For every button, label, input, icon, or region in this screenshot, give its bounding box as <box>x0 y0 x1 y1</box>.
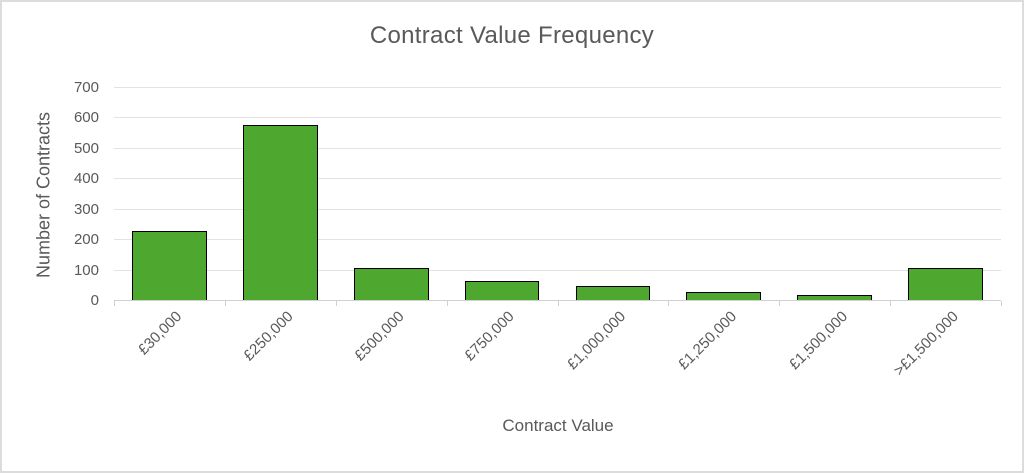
gridline <box>114 147 1001 149</box>
x-tick-label: £750,000 <box>461 308 519 365</box>
x-tick-label: £250,000 <box>240 308 297 365</box>
bar-2 <box>242 124 318 301</box>
x-axis-tick-mark <box>224 301 226 306</box>
y-axis-title: Number of Contracts <box>33 111 54 279</box>
gridline <box>114 87 1001 88</box>
bar-3 <box>353 267 429 301</box>
bar-1 <box>132 231 207 301</box>
y-tick-label: 300 <box>73 200 99 218</box>
x-axis-tick-mark <box>668 301 670 306</box>
x-tick-label: £1,000,000 <box>563 308 629 374</box>
x-tick-label: >£1,500,000 <box>890 308 962 380</box>
y-tick-label: 400 <box>73 170 99 188</box>
plot-area: 0 100 200 300 400 500 600 700 £30,000 £250,000 £5… <box>74 79 1002 379</box>
x-axis-line <box>114 300 1001 301</box>
bar-8 <box>908 267 983 301</box>
gridline <box>114 208 1001 210</box>
y-tick-label: 700 <box>73 79 99 96</box>
x-axis-tick-mark <box>335 301 337 306</box>
gridline <box>114 178 1001 180</box>
y-tick-label: 500 <box>73 139 99 157</box>
bar-4 <box>464 281 540 301</box>
x-axis-tick-mark <box>114 301 115 306</box>
x-axis-tick-mark <box>779 301 781 306</box>
x-tick-label: £1,500,000 <box>785 308 851 374</box>
x-axis-tick-mark <box>1001 301 1002 306</box>
gridline <box>114 239 1001 241</box>
x-tick-label: £30,000 <box>135 308 186 359</box>
gridline <box>114 117 1001 119</box>
y-tick-label: 600 <box>73 109 99 127</box>
x-tick-label: £1,250,000 <box>674 308 740 374</box>
chart-title: Contract Value Frequency <box>369 22 655 49</box>
x-axis-tick-mark <box>890 301 892 306</box>
x-axis-title: Contract Value <box>502 416 614 435</box>
y-tick-label: 200 <box>73 231 99 249</box>
x-axis-tick-mark <box>446 301 448 306</box>
y-tick-label: 0 <box>90 292 99 309</box>
x-tick-label: £500,000 <box>350 308 408 365</box>
y-tick-label: 100 <box>73 261 99 279</box>
gridline <box>114 269 1001 271</box>
bar-5 <box>575 285 651 301</box>
x-axis-tick-mark <box>557 301 559 306</box>
